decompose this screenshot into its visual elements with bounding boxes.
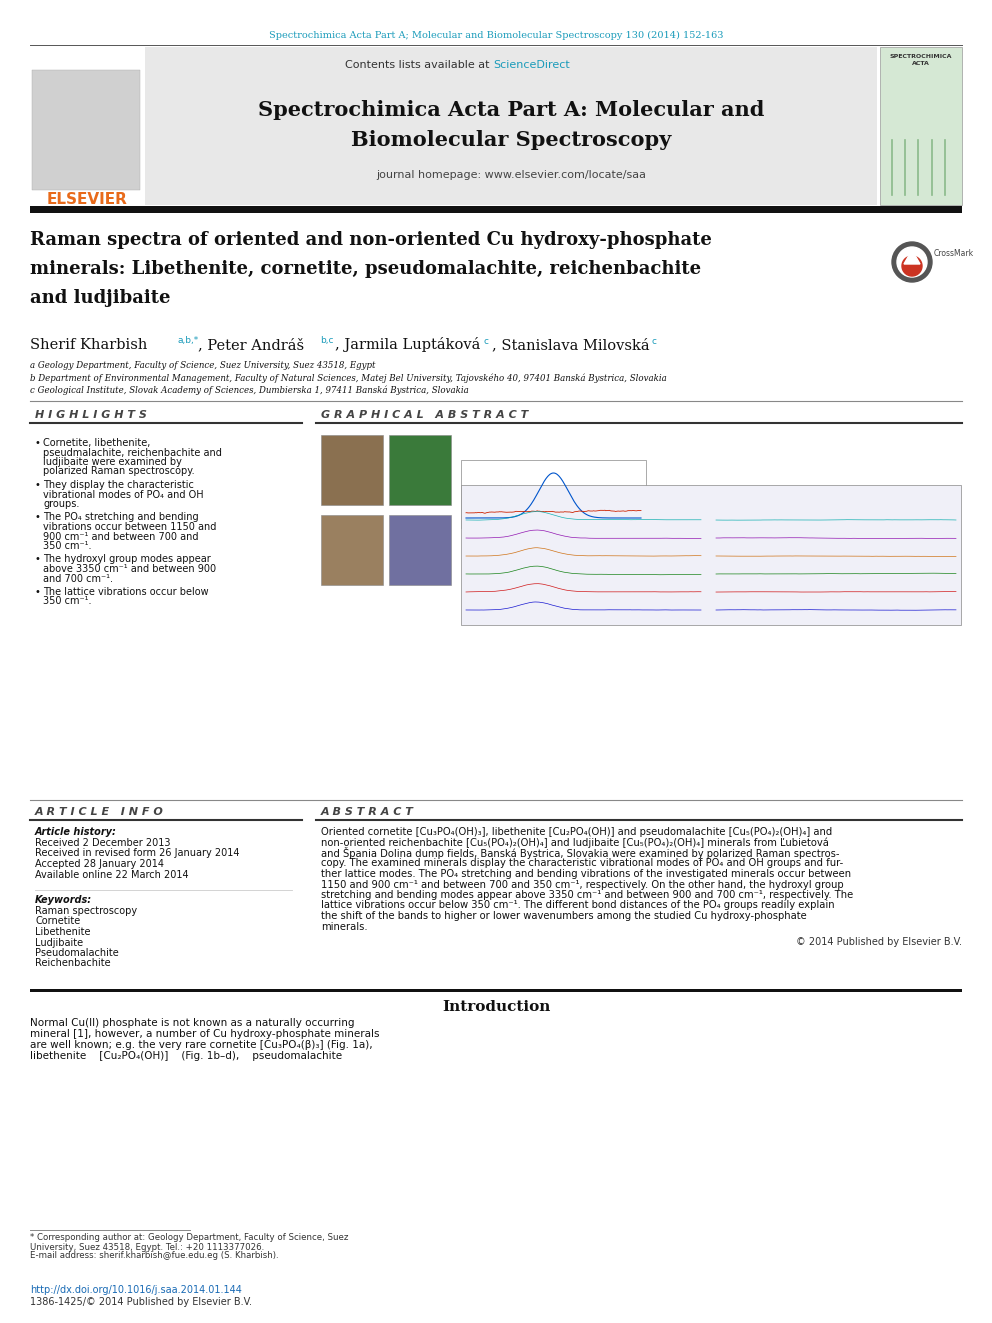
Bar <box>145 48 877 205</box>
Text: Cornetite, libethenite,: Cornetite, libethenite, <box>43 438 151 448</box>
Text: 900 cm⁻¹ and between 700 and: 900 cm⁻¹ and between 700 and <box>43 532 198 541</box>
Text: are well known; e.g. the very rare cornetite [Cu₃PO₄(β)₃] (Fig. 1a),: are well known; e.g. the very rare corne… <box>30 1040 373 1050</box>
Text: The lattice vibrations occur below: The lattice vibrations occur below <box>43 587 208 597</box>
Text: , Peter Andráš: , Peter Andráš <box>198 337 305 352</box>
Text: Spectrochimica Acta Part A; Molecular and Biomolecular Spectroscopy 130 (2014) 1: Spectrochimica Acta Part A; Molecular an… <box>269 30 723 40</box>
Text: Oriented cornetite [Cu₃PO₄(OH)₃], libethenite [Cu₂PO₄(OH)] and pseudomalachite [: Oriented cornetite [Cu₃PO₄(OH)₃], libeth… <box>321 827 832 837</box>
Bar <box>30 48 145 205</box>
Text: stretching and bending modes appear above 3350 cm⁻¹ and between 900 and 700 cm⁻¹: stretching and bending modes appear abov… <box>321 890 853 900</box>
Text: The PO₄ stretching and bending: The PO₄ stretching and bending <box>43 512 198 523</box>
Text: the shift of the bands to higher or lower wavenumbers among the studied Cu hydro: the shift of the bands to higher or lowe… <box>321 912 806 921</box>
Text: 350 cm⁻¹.: 350 cm⁻¹. <box>43 597 91 606</box>
Circle shape <box>892 242 932 282</box>
Bar <box>32 70 140 191</box>
Text: G R A P H I C A L   A B S T R A C T: G R A P H I C A L A B S T R A C T <box>321 410 529 419</box>
Text: A B S T R A C T: A B S T R A C T <box>321 807 414 818</box>
Text: E-mail address: sherif.kharbish@fue.edu.eg (S. Kharbish).: E-mail address: sherif.kharbish@fue.edu.… <box>30 1252 279 1261</box>
Text: •: • <box>35 480 41 490</box>
Text: Keywords:: Keywords: <box>35 894 92 905</box>
Text: Cornetite: Cornetite <box>35 917 80 926</box>
Circle shape <box>897 247 927 277</box>
Bar <box>461 460 646 528</box>
Text: Received in revised form 26 January 2014: Received in revised form 26 January 2014 <box>35 848 239 859</box>
Polygon shape <box>904 250 920 265</box>
Text: University, Suez 43518, Egypt. Tel.: +20 1113377026.: University, Suez 43518, Egypt. Tel.: +20… <box>30 1242 264 1252</box>
Text: CrossMark: CrossMark <box>934 250 974 258</box>
Text: ther lattice modes. The PO₄ stretching and bending vibrations of the investigate: ther lattice modes. The PO₄ stretching a… <box>321 869 851 878</box>
Text: Available online 22 March 2014: Available online 22 March 2014 <box>35 869 188 880</box>
Text: 1386-1425/© 2014 Published by Elsevier B.V.: 1386-1425/© 2014 Published by Elsevier B… <box>30 1297 252 1307</box>
Bar <box>30 206 962 213</box>
Bar <box>461 486 961 624</box>
Text: libethenite    [Cu₂PO₄(OH)]    (Fig. 1b–d),    pseudomalachite: libethenite [Cu₂PO₄(OH)] (Fig. 1b–d), ps… <box>30 1050 342 1061</box>
Text: vibrational modes of PO₄ and OH: vibrational modes of PO₄ and OH <box>43 490 203 500</box>
Text: Ludjibaite: Ludjibaite <box>35 938 83 947</box>
Text: pseudmalachite, reichenbachite and: pseudmalachite, reichenbachite and <box>43 447 222 458</box>
Text: a,b,*: a,b,* <box>178 336 199 345</box>
Bar <box>389 515 451 585</box>
Text: non-oriented reichenbachite [Cu₅(PO₄)₂(OH)₄] and ludjibaite [Cu₅(PO₄)₂(OH)₄] min: non-oriented reichenbachite [Cu₅(PO₄)₂(O… <box>321 837 829 848</box>
Text: c: c <box>652 336 657 345</box>
Text: a Geology Department, Faculty of Science, Suez University, Suez 43518, Egypt: a Geology Department, Faculty of Science… <box>30 361 376 370</box>
Text: Contents lists available at: Contents lists available at <box>345 60 493 70</box>
Text: The hydroxyl group modes appear: The hydroxyl group modes appear <box>43 554 210 565</box>
Text: and 700 cm⁻¹.: and 700 cm⁻¹. <box>43 573 113 583</box>
Text: groups.: groups. <box>43 499 79 509</box>
Text: , Jarmila Luptáková: , Jarmila Luptáková <box>335 337 480 352</box>
Text: , Stanislava Milovská: , Stanislava Milovská <box>492 337 650 352</box>
Text: •: • <box>35 587 41 597</box>
Text: Raman spectra of oriented and non-oriented Cu hydroxy-phosphate: Raman spectra of oriented and non-orient… <box>30 232 712 249</box>
Bar <box>389 435 451 505</box>
Text: ScienceDirect: ScienceDirect <box>493 60 569 70</box>
Bar <box>321 515 383 585</box>
Text: •: • <box>35 512 41 523</box>
Text: lattice vibrations occur below 350 cm⁻¹. The different bond distances of the PO₄: lattice vibrations occur below 350 cm⁻¹.… <box>321 901 834 910</box>
Circle shape <box>902 255 922 277</box>
Text: Received 2 December 2013: Received 2 December 2013 <box>35 837 171 848</box>
Text: polarized Raman spectroscopy.: polarized Raman spectroscopy. <box>43 467 194 476</box>
Text: © 2014 Published by Elsevier B.V.: © 2014 Published by Elsevier B.V. <box>796 937 962 947</box>
Text: ELSEVIER: ELSEVIER <box>47 193 127 208</box>
Text: Sherif Kharbish: Sherif Kharbish <box>30 337 148 352</box>
Text: vibrations occur between 1150 and: vibrations occur between 1150 and <box>43 523 216 532</box>
Text: http://dx.doi.org/10.1016/j.saa.2014.01.144: http://dx.doi.org/10.1016/j.saa.2014.01.… <box>30 1285 242 1295</box>
Text: Biomolecular Spectroscopy: Biomolecular Spectroscopy <box>351 130 672 149</box>
Text: and Špania Dolina dump fields, Banská Bystrica, Slovakia were examined by polari: and Špania Dolina dump fields, Banská By… <box>321 847 839 859</box>
Text: Libethenite: Libethenite <box>35 927 90 937</box>
Text: and ludjibaite: and ludjibaite <box>30 288 171 307</box>
Text: H I G H L I G H T S: H I G H L I G H T S <box>35 410 147 419</box>
Bar <box>321 435 383 505</box>
Text: Introduction: Introduction <box>441 1000 551 1013</box>
Text: mineral [1], however, a number of Cu hydroxy-phosphate minerals: mineral [1], however, a number of Cu hyd… <box>30 1029 380 1039</box>
Text: •: • <box>35 554 41 565</box>
Text: 350 cm⁻¹.: 350 cm⁻¹. <box>43 541 91 550</box>
Text: copy. The examined minerals display the characteristic vibrational modes of PO₄ : copy. The examined minerals display the … <box>321 859 843 868</box>
Text: c: c <box>483 336 488 345</box>
Text: Spectrochimica Acta Part A: Molecular and: Spectrochimica Acta Part A: Molecular an… <box>258 101 764 120</box>
Text: Accepted 28 January 2014: Accepted 28 January 2014 <box>35 859 164 869</box>
Text: journal homepage: www.elsevier.com/locate/saa: journal homepage: www.elsevier.com/locat… <box>376 169 646 180</box>
Text: minerals: Libethenite, cornetite, pseudomalachite, reichenbachite: minerals: Libethenite, cornetite, pseudo… <box>30 261 701 278</box>
Text: 1150 and 900 cm⁻¹ and between 700 and 350 cm⁻¹, respectively. On the other hand,: 1150 and 900 cm⁻¹ and between 700 and 35… <box>321 880 843 889</box>
Text: b,c: b,c <box>320 336 333 345</box>
Text: minerals.: minerals. <box>321 922 368 931</box>
Text: They display the characteristic: They display the characteristic <box>43 480 193 490</box>
Text: A R T I C L E   I N F O: A R T I C L E I N F O <box>35 807 164 818</box>
Text: SPECTROCHIMICA
ACTA: SPECTROCHIMICA ACTA <box>890 54 952 66</box>
Text: Pseudomalachite: Pseudomalachite <box>35 949 119 958</box>
Text: c Geological Institute, Slovak Academy of Sciences, Dumbierska 1, 97411 Banská B: c Geological Institute, Slovak Academy o… <box>30 385 469 394</box>
Text: •: • <box>35 438 41 448</box>
Text: Normal Cu(II) phosphate is not known as a naturally occurring: Normal Cu(II) phosphate is not known as … <box>30 1017 354 1028</box>
Text: Reichenbachite: Reichenbachite <box>35 958 111 968</box>
Text: ludjibaite were examined by: ludjibaite were examined by <box>43 456 182 467</box>
Text: Raman spectroscopy: Raman spectroscopy <box>35 906 137 916</box>
Text: b Department of Environmental Management, Faculty of Natural Sciences, Matej Bel: b Department of Environmental Management… <box>30 373 667 382</box>
Bar <box>880 48 962 205</box>
Text: Article history:: Article history: <box>35 827 117 837</box>
Bar <box>30 990 962 992</box>
Text: above 3350 cm⁻¹ and between 900: above 3350 cm⁻¹ and between 900 <box>43 564 216 574</box>
Text: * Corresponding author at: Geology Department, Faculty of Science, Suez: * Corresponding author at: Geology Depar… <box>30 1233 348 1242</box>
